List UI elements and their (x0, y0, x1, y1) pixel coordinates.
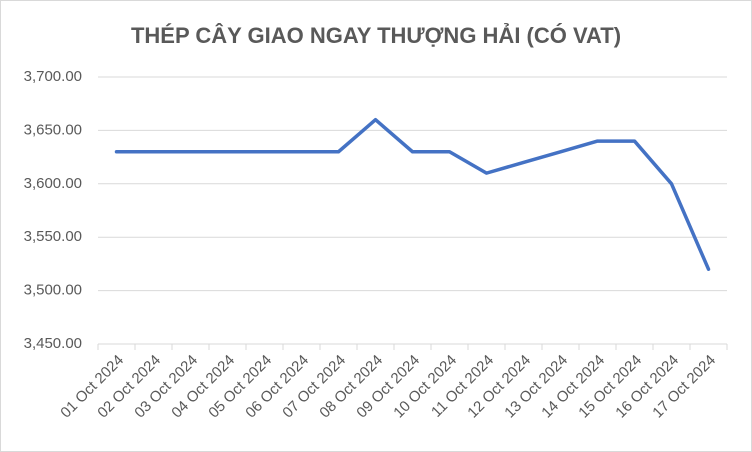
y-tick-label: 3,500.00 (24, 282, 82, 299)
y-tick-label: 3,550.00 (24, 228, 82, 245)
y-tick-label: 3,650.00 (24, 121, 82, 138)
y-tick-label: 3,700.00 (24, 68, 82, 85)
y-tick-label: 3,600.00 (24, 175, 82, 192)
y-tick-label: 3,450.00 (24, 335, 82, 352)
line (114, 117, 711, 271)
chart-title: THÉP CÂY GIAO NGAY THƯỢNG HẢI (CÓ VAT) (131, 23, 621, 48)
